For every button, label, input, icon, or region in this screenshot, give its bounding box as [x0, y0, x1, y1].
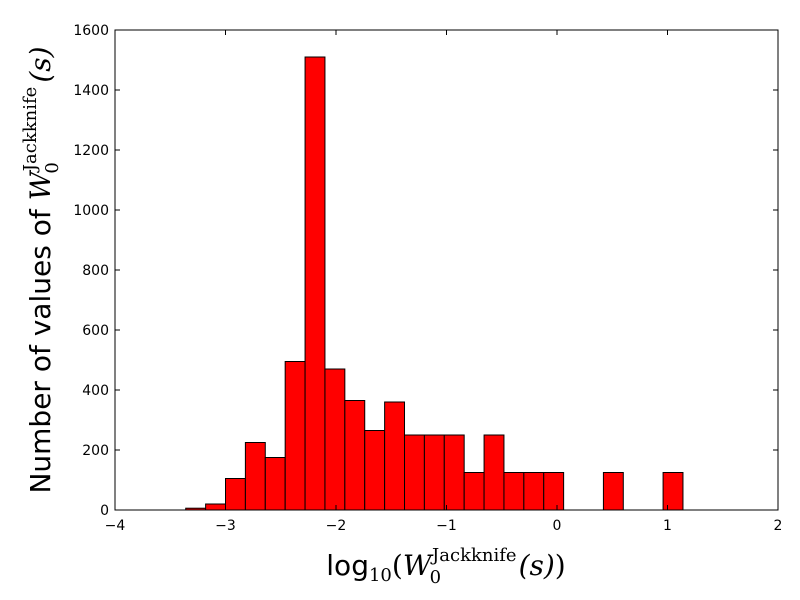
x-tick-label-0: −4 — [105, 518, 126, 534]
histogram-bar-3 — [244, 442, 266, 511]
y-tick-label-4: 800 — [82, 263, 109, 279]
x-tick-label-5: 1 — [663, 518, 672, 534]
x-axis-title-sub0: 0 — [430, 567, 441, 588]
histogram-bar-20 — [662, 472, 684, 511]
x-axis-title-open: ( — [392, 549, 403, 582]
y-axis-title-w: W — [24, 169, 57, 200]
y-tick-label-1: 200 — [82, 443, 109, 459]
bars-group — [185, 56, 684, 511]
histogram-bar-15 — [483, 434, 505, 511]
x-axis-title-w: W — [403, 549, 434, 582]
y-axis-title-prefix: Number of values of — [24, 200, 57, 493]
y-tick-label-2: 400 — [82, 383, 109, 399]
histogram-bar-9 — [364, 430, 386, 511]
y-axis-title: Number of values of W0Jackknife (s) — [20, 46, 63, 493]
histogram-bar-6 — [304, 56, 326, 511]
histogram-bar-19 — [602, 472, 624, 511]
histogram-bar-11 — [404, 434, 425, 511]
x-axis-title-sub10: 10 — [369, 565, 392, 586]
histogram-bar-13 — [443, 434, 465, 511]
x-axis-title-arg: (s) — [519, 549, 555, 582]
y-axis-title-sup: Jackknife — [20, 87, 41, 174]
y-axis-title-sub0: 0 — [42, 162, 63, 173]
histogram-bar-16 — [503, 472, 525, 511]
histogram-bar-18 — [543, 472, 565, 511]
x-axis-title-close: ) — [555, 549, 566, 582]
histogram-bar-1 — [205, 503, 226, 511]
y-tick-label-3: 600 — [82, 323, 109, 339]
y-axis-title-arg: (s) — [24, 46, 57, 82]
x-tick-label-4: 0 — [553, 518, 562, 534]
x-tick-label-1: −3 — [215, 518, 236, 534]
histogram-bar-2 — [225, 478, 246, 511]
histogram-bar-10 — [384, 401, 406, 511]
histogram-bar-8 — [344, 400, 366, 511]
histogram-bar-14 — [463, 472, 485, 511]
y-tick-label-8: 1600 — [73, 23, 109, 39]
histogram-bar-5 — [284, 361, 306, 511]
histogram-bar-4 — [264, 457, 286, 511]
y-tick-label-5: 1000 — [73, 203, 109, 219]
x-axis-title-prefix: log — [326, 549, 369, 582]
y-tick-label-7: 1400 — [73, 83, 109, 99]
y-tick-label-0: 0 — [100, 503, 109, 519]
x-tick-label-6: 2 — [774, 518, 783, 534]
histogram-bar-7 — [324, 368, 346, 511]
histogram-bar-17 — [523, 472, 545, 511]
x-axis-title-sup: Jackknife — [430, 545, 517, 566]
x-tick-label-2: −2 — [326, 518, 347, 534]
x-tick-label-3: −1 — [436, 518, 457, 534]
histogram-bar-12 — [423, 434, 445, 511]
ticks-group: −4 −3 −2 −1 0 1 2 0 200 400 600 800 1000 1200 1400 1600 — [73, 23, 782, 534]
x-axis-title: log10(W0Jackknife(s)) — [326, 545, 565, 588]
y-tick-label-6: 1200 — [73, 143, 109, 159]
